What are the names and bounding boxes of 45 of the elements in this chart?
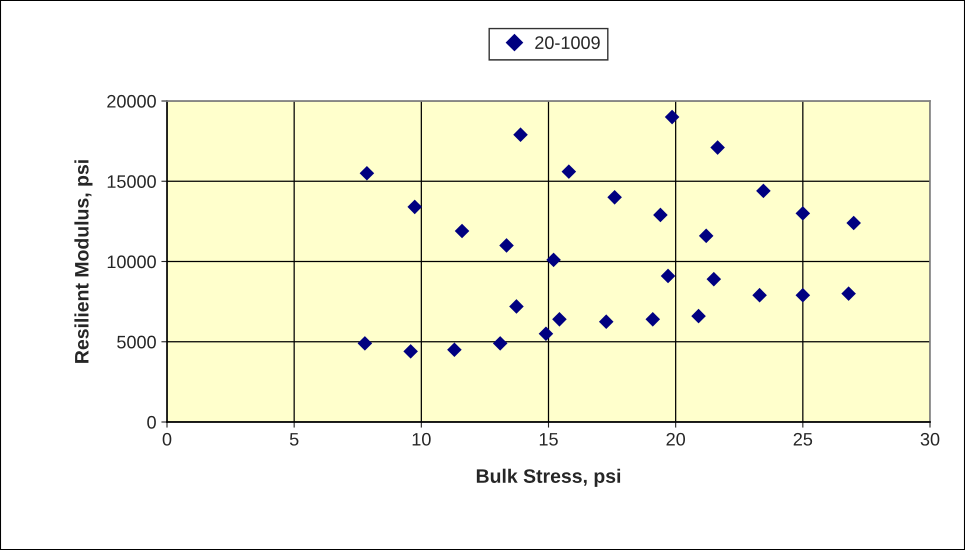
x-tick-label: 15 <box>540 433 558 446</box>
y-tick-label: 10000 <box>108 255 156 268</box>
point <box>706 272 722 286</box>
point <box>796 206 810 221</box>
point <box>645 312 660 327</box>
point <box>454 224 470 238</box>
point <box>447 342 462 358</box>
legend-label: 20-1009 <box>535 36 600 50</box>
point <box>664 110 680 124</box>
x-tick-label: 0 <box>162 432 172 446</box>
point <box>538 326 554 342</box>
point <box>513 127 528 142</box>
x-axis-title: Bulk Stress, psi <box>476 468 620 487</box>
point <box>691 308 706 324</box>
x-tick-label: 25 <box>794 432 812 446</box>
point <box>653 208 668 222</box>
y-axis-title: Resilient Modulus, psi <box>74 160 92 363</box>
point <box>407 200 422 214</box>
point <box>710 140 725 155</box>
point <box>492 336 508 351</box>
x-tick-label: 20 <box>666 432 686 446</box>
y-tick-label: 5000 <box>117 336 156 348</box>
point <box>607 190 622 205</box>
point <box>509 299 524 314</box>
y-tick-label: 15000 <box>108 175 156 188</box>
y-tick-label: 20000 <box>107 94 156 108</box>
x-tick-label: 5 <box>290 433 298 446</box>
point <box>360 166 374 181</box>
point <box>846 216 861 230</box>
point <box>499 238 514 253</box>
point <box>552 312 567 327</box>
point <box>358 336 372 351</box>
point <box>598 314 614 329</box>
x-tick-label: 30 <box>920 432 940 446</box>
point <box>752 288 767 302</box>
y-tick-label: 0 <box>147 416 156 429</box>
point <box>546 252 561 268</box>
point <box>660 268 676 284</box>
point <box>403 344 418 359</box>
point <box>841 286 856 301</box>
point <box>756 184 771 198</box>
point <box>562 164 576 179</box>
point <box>698 228 714 244</box>
point <box>796 288 810 302</box>
x-tick-label: 10 <box>412 432 431 446</box>
